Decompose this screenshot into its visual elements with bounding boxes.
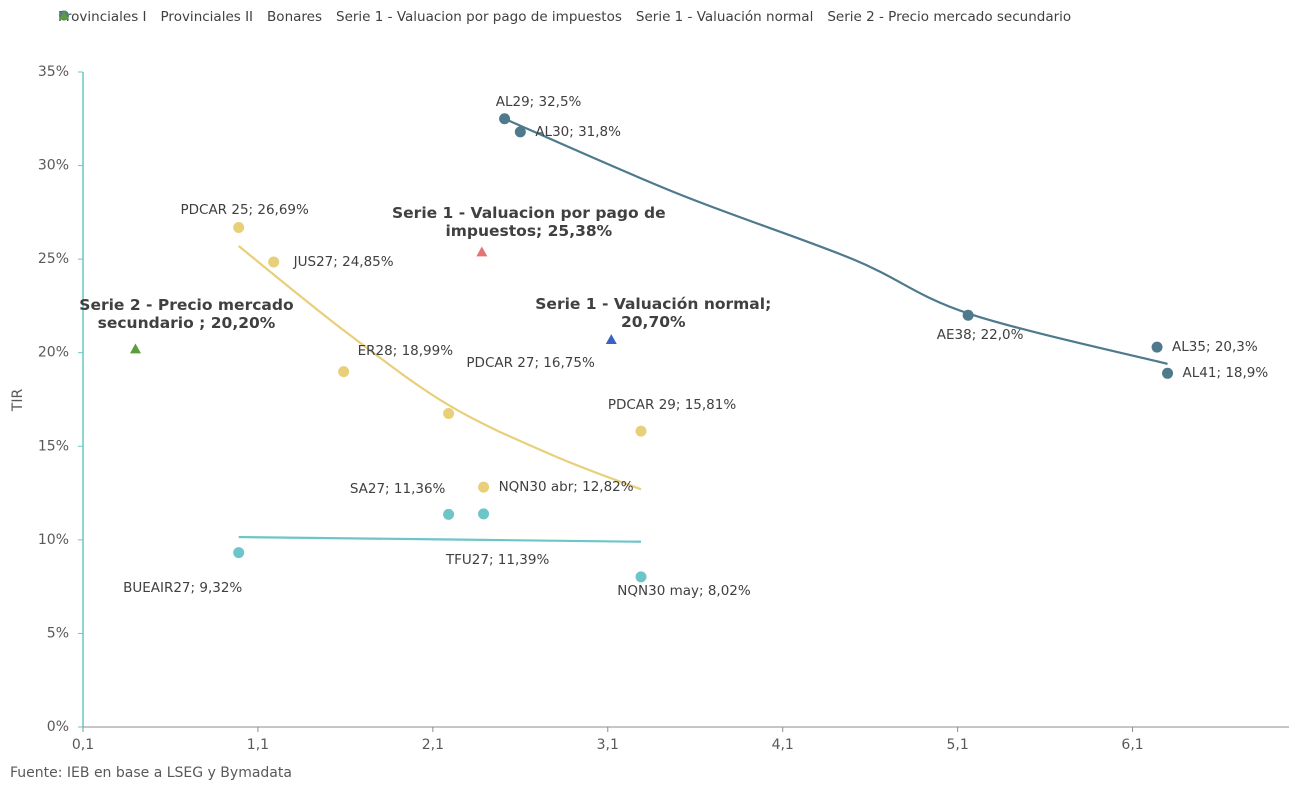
x-tick-label: 0,1: [72, 737, 94, 753]
point: [635, 425, 647, 437]
point: [233, 547, 245, 559]
y-axis-label: TIR: [10, 389, 26, 413]
legend-label: Bonares: [267, 9, 322, 25]
data-label: PDCAR 27; 16,75%: [466, 354, 595, 371]
y-tick-label: 5%: [47, 625, 69, 641]
point: [443, 508, 455, 520]
point: [499, 113, 511, 125]
data-label: ER28; 18,99%: [357, 342, 454, 359]
point: [443, 408, 455, 420]
point: [478, 508, 490, 520]
data-label: AL30; 31,8%: [535, 123, 621, 140]
trendline: [237, 245, 642, 491]
data-label: Serie 1 - Valuacion por pago de impuesto…: [392, 204, 666, 241]
point: [635, 571, 647, 583]
x-tick-label: 5,1: [947, 737, 969, 753]
legend-label: Serie 1 - Valuacion por pago de impuesto…: [336, 9, 622, 25]
triangle-marker: [605, 334, 617, 345]
data-label: SA27; 11,36%: [349, 481, 446, 498]
data-label: JUS27; 24,85%: [293, 253, 394, 270]
trendline: [504, 117, 1168, 366]
data-label: AL29; 32,5%: [495, 93, 582, 110]
x-tick-label: 1,1: [247, 737, 269, 753]
point: [1162, 367, 1174, 379]
legend-label: Provinciales I: [58, 9, 147, 25]
source-note: Fuente: IEB en base a LSEG y Bymadata: [10, 765, 292, 781]
legend-label: Serie 2 - Precio mercado secundario: [827, 9, 1072, 25]
point: [514, 126, 526, 138]
x-tick-label: 3,1: [597, 737, 619, 753]
y-tick-label: 0%: [47, 719, 69, 735]
legend-label: Provinciales II: [160, 9, 254, 25]
data-label: NQN30 may; 8,02%: [617, 582, 751, 599]
point: [338, 366, 350, 378]
point: [268, 256, 280, 268]
legend-label: Serie 1 - Valuación normal: [635, 9, 814, 25]
point: [962, 309, 974, 321]
point: [1151, 341, 1163, 353]
y-tick-label: 35%: [38, 64, 69, 80]
data-label: Serie 2 - Precio mercado secundario ; 20…: [79, 295, 294, 332]
legend-marker: [59, 10, 69, 20]
y-tick-label: 15%: [38, 438, 69, 454]
y-tick-label: 30%: [38, 158, 69, 174]
triangle-marker: [59, 10, 69, 20]
data-label: AL41; 18,9%: [1182, 365, 1269, 382]
x-tick-label: 4,1: [772, 737, 794, 753]
y-tick-label: 20%: [38, 345, 69, 361]
data-label: PDCAR 25; 26,69%: [180, 201, 309, 218]
data-label: NQN30 abr; 12,82%: [498, 479, 634, 496]
x-tick-label: 6,1: [1121, 737, 1143, 753]
data-label: Serie 1 - Valuación normal; 20,70%: [535, 294, 772, 331]
legend: Provinciales I Provinciales II Bonares Seri…: [58, 9, 1071, 25]
triangle-marker: [476, 246, 488, 257]
data-label: PDCAR 29; 15,81%: [607, 397, 737, 414]
x-tick-label: 2,1: [422, 737, 444, 753]
data-label: TFU27; 11,39%: [445, 551, 550, 568]
legend-item: Serie 2 - Precio mercado secundario: [59, 9, 1072, 25]
y-tick-label: 10%: [38, 532, 69, 548]
point: [478, 481, 490, 493]
data-label: AL35; 20,3%: [1172, 339, 1258, 356]
y-tick-label: 25%: [38, 251, 69, 267]
trendline: [238, 535, 642, 543]
triangle-marker: [129, 343, 141, 354]
data-label: BUEAIR27; 9,32%: [123, 579, 243, 596]
point: [233, 222, 245, 234]
data-label: AE38; 22,0%: [936, 327, 1024, 344]
